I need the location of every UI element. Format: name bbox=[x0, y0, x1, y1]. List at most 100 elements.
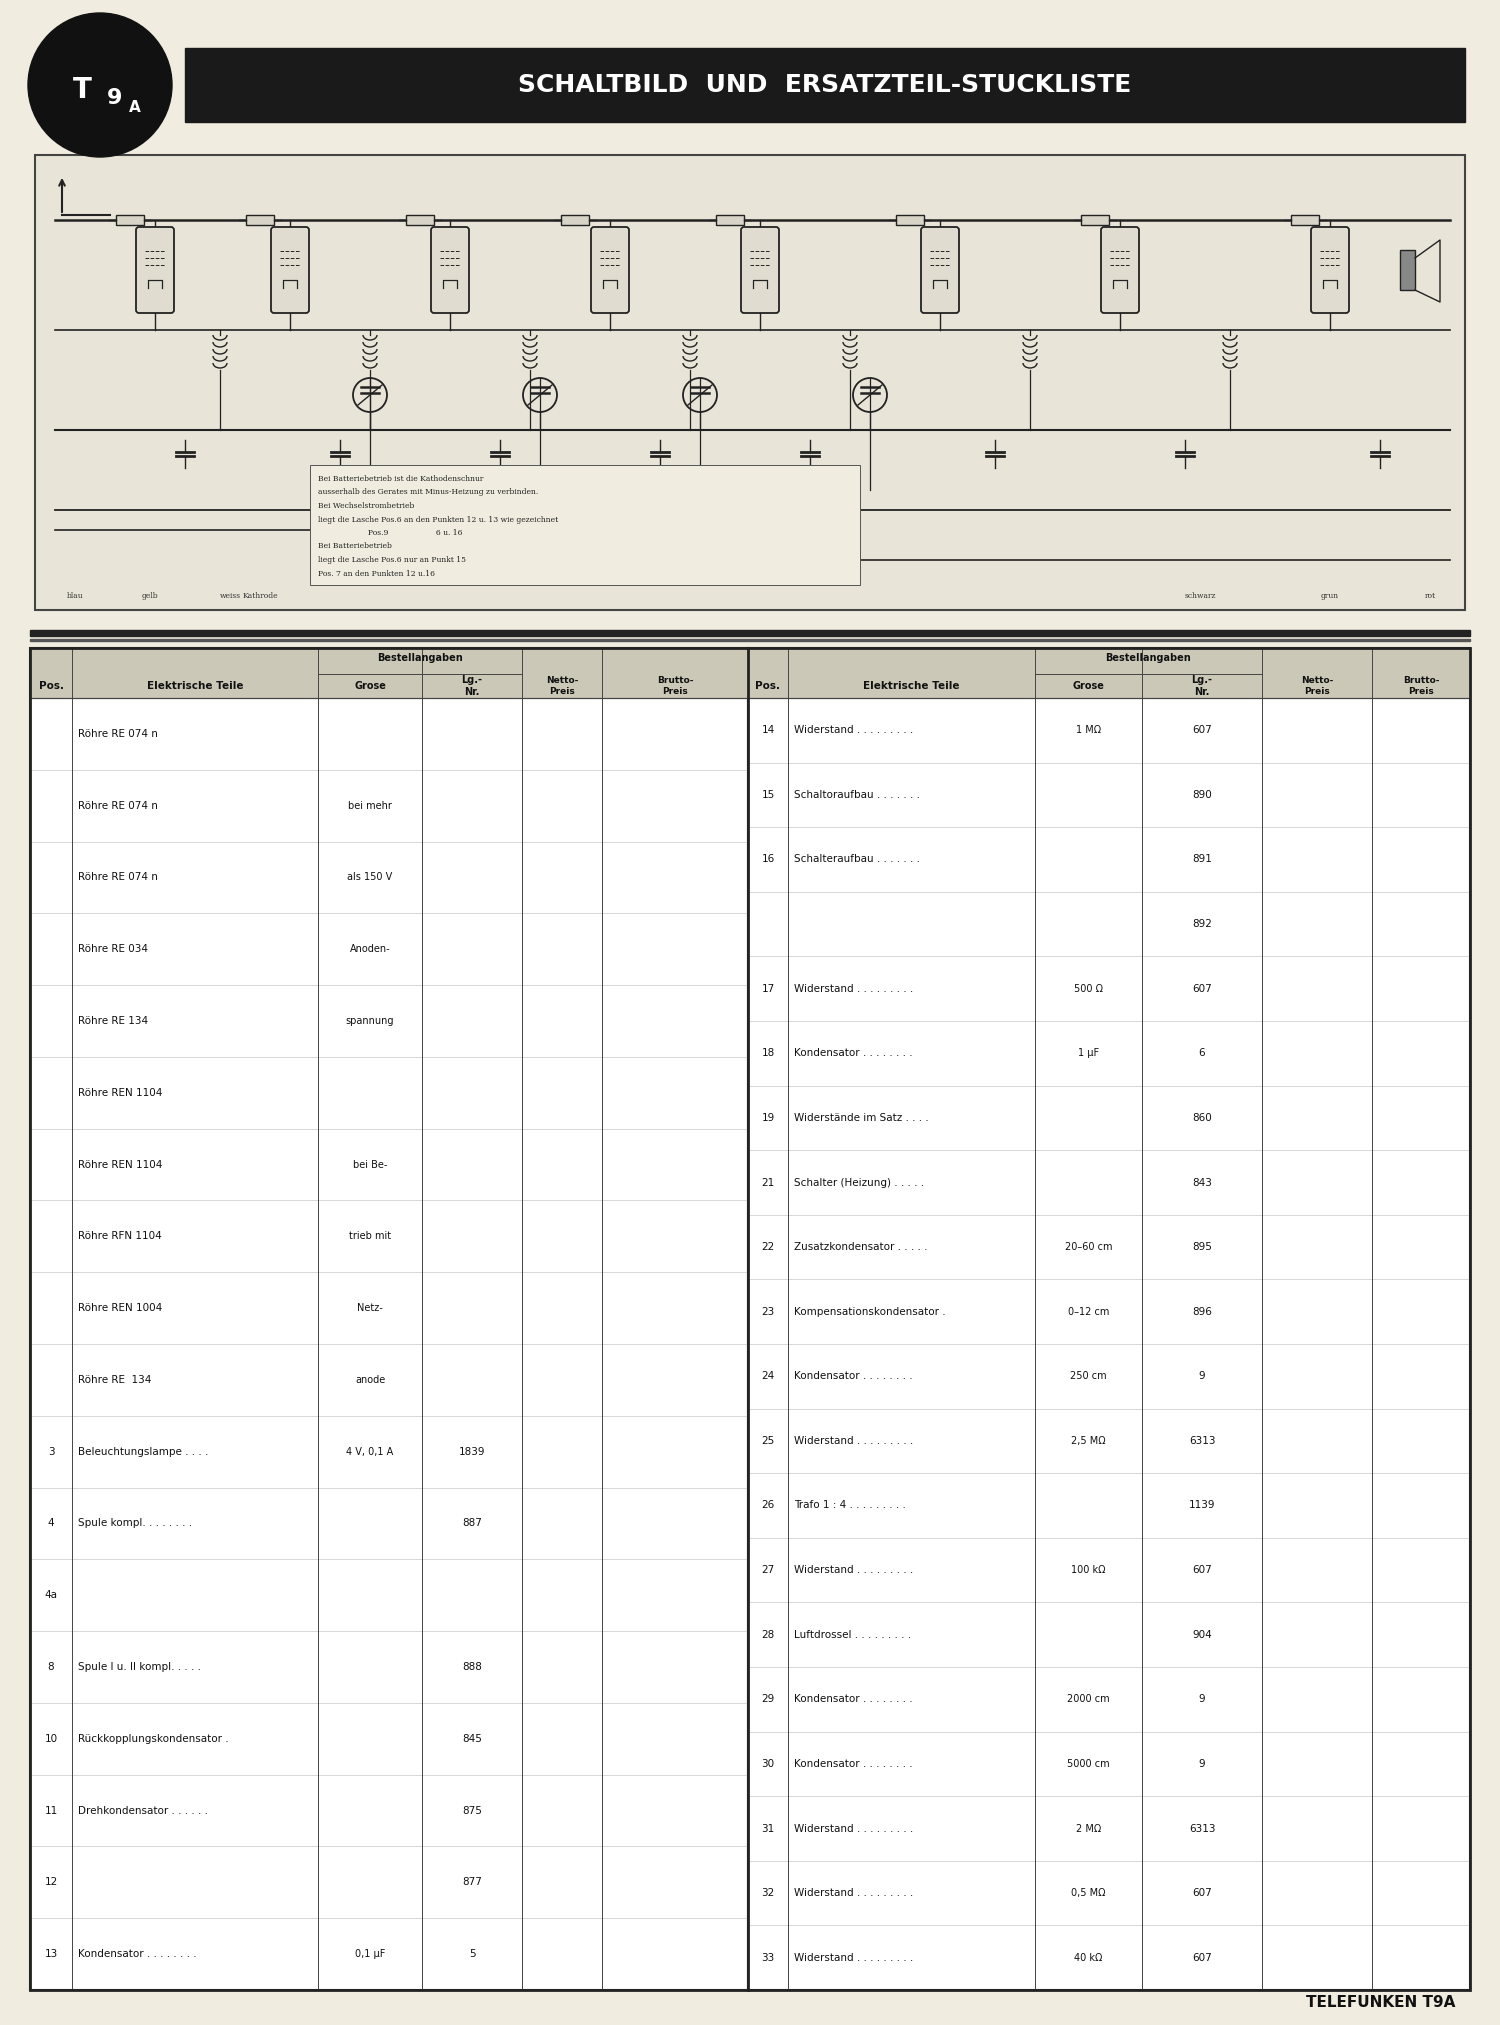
FancyBboxPatch shape bbox=[591, 227, 628, 314]
Text: Widerstände im Satz . . . .: Widerstände im Satz . . . . bbox=[794, 1114, 928, 1124]
Text: Widerstand . . . . . . . . .: Widerstand . . . . . . . . . bbox=[794, 1952, 914, 1962]
Text: 891: 891 bbox=[1192, 855, 1212, 865]
Text: 1839: 1839 bbox=[459, 1446, 486, 1456]
Text: 860: 860 bbox=[1192, 1114, 1212, 1124]
Text: 10: 10 bbox=[45, 1733, 57, 1744]
Text: 1139: 1139 bbox=[1188, 1501, 1215, 1511]
Text: T: T bbox=[74, 77, 92, 103]
Bar bbox=[30, 648, 1470, 1991]
Text: 9: 9 bbox=[108, 87, 123, 107]
Text: spannung: spannung bbox=[345, 1017, 394, 1027]
Text: Pos.9                    6 u. 16: Pos.9 6 u. 16 bbox=[318, 529, 462, 537]
Text: Pos. 7 an den Punkten 12 u.16: Pos. 7 an den Punkten 12 u.16 bbox=[318, 569, 435, 577]
Text: 11: 11 bbox=[45, 1806, 57, 1816]
Text: 892: 892 bbox=[1192, 919, 1212, 929]
Text: 15: 15 bbox=[762, 790, 774, 800]
Text: 31: 31 bbox=[762, 1822, 774, 1833]
Text: 0,1 μF: 0,1 μF bbox=[356, 1950, 386, 1958]
Bar bbox=[30, 648, 748, 1991]
Text: 2,5 MΩ: 2,5 MΩ bbox=[1071, 1436, 1106, 1446]
Text: 24: 24 bbox=[762, 1371, 774, 1381]
Text: 9: 9 bbox=[1198, 1371, 1206, 1381]
Text: 890: 890 bbox=[1192, 790, 1212, 800]
Bar bbox=[748, 648, 1470, 699]
Text: 845: 845 bbox=[462, 1733, 482, 1744]
Text: anode: anode bbox=[356, 1375, 386, 1385]
Text: 895: 895 bbox=[1192, 1241, 1212, 1251]
Text: Elektrische Teile: Elektrische Teile bbox=[864, 680, 960, 691]
Text: Röhre RE 074 n: Röhre RE 074 n bbox=[78, 873, 158, 883]
Text: 5: 5 bbox=[468, 1950, 476, 1958]
Bar bbox=[716, 215, 744, 225]
Text: Kondensator . . . . . . . .: Kondensator . . . . . . . . bbox=[794, 1760, 912, 1770]
Text: gelb: gelb bbox=[141, 591, 159, 599]
Text: Grose: Grose bbox=[1072, 680, 1104, 691]
Text: 18: 18 bbox=[762, 1049, 774, 1059]
Text: als 150 V: als 150 V bbox=[348, 873, 393, 883]
Bar bbox=[1292, 215, 1318, 225]
Text: 12: 12 bbox=[45, 1877, 57, 1887]
Text: 5000 cm: 5000 cm bbox=[1066, 1760, 1110, 1770]
Text: 13: 13 bbox=[45, 1950, 57, 1958]
Text: 30: 30 bbox=[762, 1760, 774, 1770]
Text: Spule kompl. . . . . . . .: Spule kompl. . . . . . . . bbox=[78, 1519, 192, 1529]
Text: 0–12 cm: 0–12 cm bbox=[1068, 1306, 1108, 1316]
Text: Röhre RE 074 n: Röhre RE 074 n bbox=[78, 800, 158, 810]
Text: 607: 607 bbox=[1192, 725, 1212, 735]
Text: 888: 888 bbox=[462, 1663, 482, 1673]
Text: liegt die Lasche Pos.6 an den Punkten 12 u. 13 wie gezeichnet: liegt die Lasche Pos.6 an den Punkten 12… bbox=[318, 516, 558, 524]
Text: Röhre REN 1104: Röhre REN 1104 bbox=[78, 1160, 162, 1170]
Bar bbox=[246, 215, 274, 225]
Text: Drehkondensator . . . . . .: Drehkondensator . . . . . . bbox=[78, 1806, 209, 1816]
Text: 875: 875 bbox=[462, 1806, 482, 1816]
Bar bbox=[30, 630, 1470, 636]
Text: Lg.-
Nr.: Lg.- Nr. bbox=[462, 674, 483, 697]
Text: 40 kΩ: 40 kΩ bbox=[1074, 1952, 1102, 1962]
Text: Röhre REN 1104: Röhre REN 1104 bbox=[78, 1087, 162, 1098]
Bar bbox=[184, 49, 1466, 122]
Text: 6313: 6313 bbox=[1188, 1436, 1215, 1446]
Text: 896: 896 bbox=[1192, 1306, 1212, 1316]
Text: grun: grun bbox=[1322, 591, 1340, 599]
Text: blau: blau bbox=[66, 591, 84, 599]
Text: 607: 607 bbox=[1192, 1952, 1212, 1962]
Text: 33: 33 bbox=[762, 1952, 774, 1962]
Text: 607: 607 bbox=[1192, 1887, 1212, 1897]
Text: 877: 877 bbox=[462, 1877, 482, 1887]
Text: 21: 21 bbox=[762, 1177, 774, 1187]
Bar bbox=[1400, 249, 1414, 290]
Text: Pos.: Pos. bbox=[39, 680, 63, 691]
Bar bbox=[116, 215, 144, 225]
Text: 887: 887 bbox=[462, 1519, 482, 1529]
FancyBboxPatch shape bbox=[741, 227, 778, 314]
Text: Beleuchtungslampe . . . .: Beleuchtungslampe . . . . bbox=[78, 1446, 209, 1456]
Text: 500 Ω: 500 Ω bbox=[1074, 984, 1102, 994]
Text: Grose: Grose bbox=[354, 680, 386, 691]
Text: 19: 19 bbox=[762, 1114, 774, 1124]
Text: Zusatzkondensator . . . . .: Zusatzkondensator . . . . . bbox=[794, 1241, 927, 1251]
Text: Widerstand . . . . . . . . .: Widerstand . . . . . . . . . bbox=[794, 984, 914, 994]
Text: 4 V, 0,1 A: 4 V, 0,1 A bbox=[346, 1446, 393, 1456]
Text: schwarz: schwarz bbox=[1185, 591, 1215, 599]
Text: Röhre RE 034: Röhre RE 034 bbox=[78, 944, 148, 954]
Text: Röhre RE 134: Röhre RE 134 bbox=[78, 1017, 148, 1027]
Text: Kathrode: Kathrode bbox=[242, 591, 278, 599]
Text: 25: 25 bbox=[762, 1436, 774, 1446]
Text: Trafo 1 : 4 . . . . . . . . .: Trafo 1 : 4 . . . . . . . . . bbox=[794, 1501, 906, 1511]
Text: 6313: 6313 bbox=[1188, 1822, 1215, 1833]
Text: 23: 23 bbox=[762, 1306, 774, 1316]
Text: Röhre RE 074 n: Röhre RE 074 n bbox=[78, 729, 158, 739]
Text: 100 kΩ: 100 kΩ bbox=[1071, 1565, 1106, 1575]
Bar bbox=[896, 215, 924, 225]
Text: Kondensator . . . . . . . .: Kondensator . . . . . . . . bbox=[794, 1695, 912, 1705]
Text: Netz-: Netz- bbox=[357, 1304, 382, 1312]
Text: Röhre RE  134: Röhre RE 134 bbox=[78, 1375, 152, 1385]
Text: Schaltoraufbau . . . . . . .: Schaltoraufbau . . . . . . . bbox=[794, 790, 920, 800]
Bar bbox=[748, 648, 1470, 1991]
Text: Kompensationskondensator .: Kompensationskondensator . bbox=[794, 1306, 945, 1316]
Text: Bei Batteriebetrieb: Bei Batteriebetrieb bbox=[318, 543, 392, 551]
FancyBboxPatch shape bbox=[921, 227, 958, 314]
Text: 2000 cm: 2000 cm bbox=[1066, 1695, 1110, 1705]
Text: ausserhalb des Gerates mit Minus-Heizung zu verbinden.: ausserhalb des Gerates mit Minus-Heizung… bbox=[318, 488, 538, 496]
FancyBboxPatch shape bbox=[136, 227, 174, 314]
